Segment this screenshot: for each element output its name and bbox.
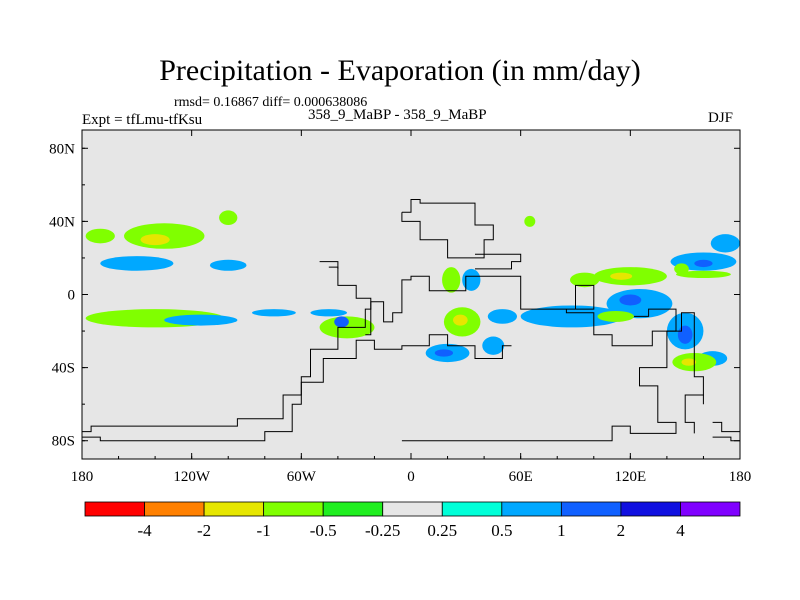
- x-tick-label: 120E: [614, 469, 646, 485]
- x-tick-label: 180: [71, 469, 94, 485]
- anomaly-patch: [674, 263, 689, 275]
- x-tick-label: 60W: [287, 469, 317, 485]
- anomaly-patch: [676, 270, 731, 279]
- coastline: [475, 253, 522, 270]
- colorbar-box: [620, 501, 681, 517]
- anomaly-patch: [520, 305, 624, 328]
- colorbar-box: [84, 501, 145, 517]
- coastline: [82, 266, 372, 433]
- colorbar-label: 1: [557, 521, 566, 540]
- anomaly-patch: [85, 228, 115, 244]
- stats-text: rmsd= 0.16867 diff= 0.000638086: [174, 95, 368, 110]
- colorbar-box: [382, 501, 443, 517]
- y-axis: 80N 40N 0 40S 80S: [49, 141, 740, 450]
- coastline: [319, 261, 339, 269]
- anomaly-patch: [619, 294, 642, 306]
- colorbar-label: 0.25: [427, 521, 457, 540]
- anomaly-patch: [334, 316, 349, 328]
- colorbar-box: [322, 501, 384, 517]
- experiment-label: Expt = tfLmu-tfKsu: [82, 112, 203, 128]
- coastline: [365, 275, 677, 347]
- anomaly-patch: [140, 234, 170, 246]
- coastline: [401, 199, 494, 259]
- coastline: [712, 421, 740, 433]
- chart-title: Precipitation - Evaporation (in mm/day): [159, 54, 641, 87]
- colorbar-label: 4: [676, 521, 685, 540]
- anomaly-patch: [677, 325, 693, 344]
- anomaly-patch: [100, 256, 174, 271]
- y-tick-label: 40N: [49, 214, 75, 230]
- anomaly-patch: [453, 314, 468, 326]
- anomaly-patch: [442, 267, 461, 293]
- y-tick-label: 40S: [52, 361, 75, 377]
- anomaly-patch: [219, 210, 238, 226]
- x-tick-label: 180: [729, 469, 752, 485]
- x-tick-label: 0: [407, 469, 415, 485]
- anomaly-patch: [694, 259, 713, 268]
- x-tick-label: 120W: [173, 469, 211, 485]
- colorbar-box: [263, 501, 324, 517]
- anomaly-layer: [85, 210, 740, 372]
- anomaly-patch: [209, 259, 247, 271]
- colorbar-label: -1: [257, 521, 271, 540]
- colorbar-label: 0.5: [491, 521, 512, 540]
- anomaly-patch: [462, 268, 481, 291]
- coastline: [82, 334, 512, 442]
- anomaly-patch: [251, 309, 296, 317]
- anomaly-patch: [482, 336, 505, 355]
- colorbar: -4 -2 -1 -0.5 -0.25 0.25 0.5 1 2 4: [84, 501, 741, 540]
- colorbar-box: [144, 501, 205, 517]
- y-tick-label: 80N: [49, 141, 75, 157]
- comparison-label: 358_9_MaBP - 358_9_MaBP: [308, 107, 487, 123]
- colorbar-label: -2: [197, 521, 211, 540]
- anomaly-patch: [610, 272, 633, 280]
- colorbar-box: [203, 501, 265, 517]
- coastline-layer: [82, 199, 740, 442]
- season-label: DJF: [708, 110, 734, 126]
- anomaly-patch: [570, 272, 600, 288]
- y-tick-label: 80S: [52, 434, 75, 450]
- colorbar-box: [441, 501, 503, 517]
- colorbar-label: -4: [137, 521, 152, 540]
- anomaly-patch: [524, 215, 536, 227]
- colorbar-label: -0.25: [365, 521, 400, 540]
- colorbar-box: [680, 501, 741, 517]
- x-tick-label: 60E: [509, 469, 533, 485]
- anomaly-patch: [164, 314, 238, 326]
- colorbar-box: [501, 501, 562, 517]
- anomaly-patch: [487, 309, 518, 324]
- colorbar-label: -0.5: [310, 521, 337, 540]
- colorbar-label: 2: [617, 521, 626, 540]
- y-tick-label: 0: [68, 288, 76, 304]
- coastline: [685, 394, 704, 405]
- x-axis: 180 120W 60W 0 60E 120E 180: [71, 130, 752, 485]
- anomaly-patch: [597, 310, 634, 322]
- colorbar-box: [560, 501, 622, 517]
- anomaly-patch: [681, 358, 697, 366]
- anomaly-patch: [310, 309, 348, 317]
- anomaly-patch: [710, 234, 740, 253]
- anomaly-patch: [434, 349, 454, 357]
